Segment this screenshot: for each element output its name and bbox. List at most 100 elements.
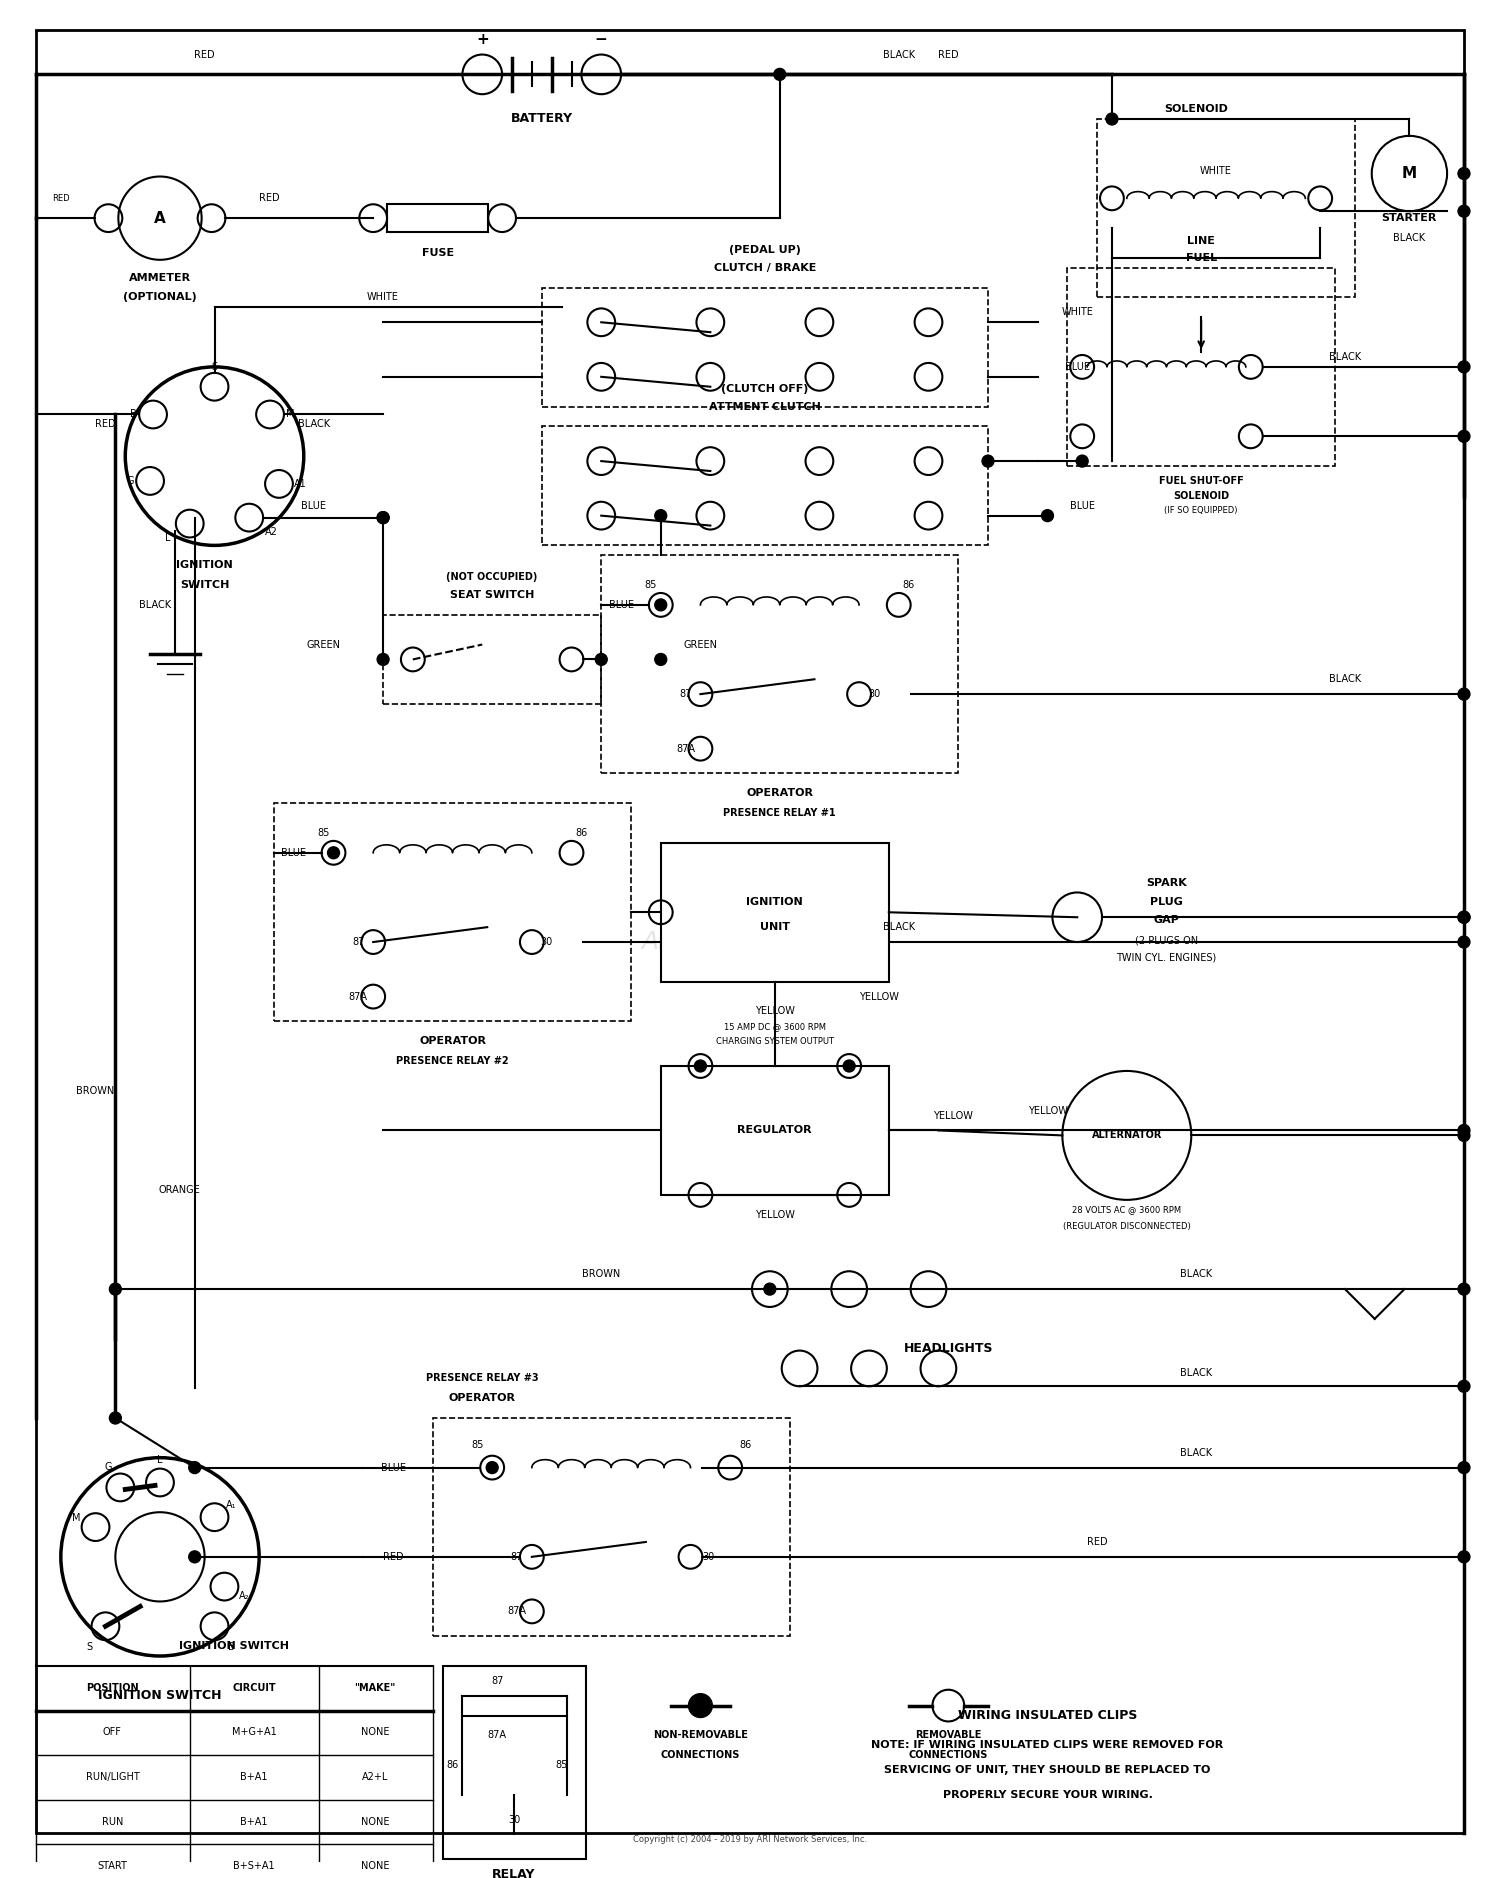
Text: B+A1: B+A1 [240, 1816, 268, 1827]
Text: BLACK: BLACK [297, 419, 330, 430]
Text: 30: 30 [702, 1551, 714, 1562]
Text: PRESENCE RELAY #1: PRESENCE RELAY #1 [723, 808, 836, 819]
Circle shape [1458, 430, 1470, 441]
Text: RED: RED [195, 49, 214, 60]
Circle shape [110, 1283, 122, 1296]
Circle shape [656, 599, 666, 610]
Text: 85: 85 [645, 580, 657, 590]
Text: 15 AMP DC @ 3600 RPM: 15 AMP DC @ 3600 RPM [724, 1022, 827, 1031]
Circle shape [1041, 509, 1053, 522]
Text: UNIT: UNIT [760, 922, 790, 931]
Bar [432, 1418, 789, 1636]
Circle shape [982, 454, 994, 468]
Circle shape [774, 68, 786, 81]
Text: (PEDAL UP): (PEDAL UP) [729, 244, 801, 255]
Text: HEADLIGHTS: HEADLIGHTS [903, 1343, 993, 1356]
Text: "MAKE": "MAKE" [354, 1683, 396, 1692]
Text: IGNITION SWITCH: IGNITION SWITCH [98, 1688, 222, 1701]
Text: IGNITION SWITCH: IGNITION SWITCH [180, 1641, 290, 1651]
Text: (REGULATOR DISCONNECTED): (REGULATOR DISCONNECTED) [1064, 1223, 1191, 1232]
Text: NONE: NONE [362, 1728, 390, 1737]
Text: TWIN CYL. ENGINES): TWIN CYL. ENGINES) [1116, 952, 1216, 963]
Text: A2: A2 [264, 528, 278, 537]
Text: YELLOW: YELLOW [754, 1209, 795, 1219]
Text: SOLENOID: SOLENOID [1164, 103, 1228, 115]
Text: BLACK: BLACK [1180, 1369, 1212, 1378]
Text: WIRING INSULATED CLIPS: WIRING INSULATED CLIPS [958, 1709, 1137, 1722]
Text: +: + [476, 32, 489, 47]
Text: ALTERNATOR: ALTERNATOR [1092, 1131, 1162, 1140]
Text: NON-REMOVABLE: NON-REMOVABLE [652, 1730, 748, 1741]
Circle shape [486, 1461, 498, 1474]
Circle shape [1458, 911, 1470, 924]
Text: M: M [72, 1514, 81, 1523]
Text: REMOVABLE: REMOVABLE [915, 1730, 981, 1741]
Text: S: S [211, 362, 217, 372]
Circle shape [1458, 935, 1470, 948]
Text: 87A: 87A [676, 744, 694, 753]
Text: BLUE: BLUE [1070, 501, 1095, 511]
Text: 30: 30 [868, 689, 880, 699]
Circle shape [189, 1551, 201, 1562]
Text: B: B [130, 409, 136, 419]
Text: G: G [105, 1461, 112, 1472]
Text: IGNITION: IGNITION [747, 898, 802, 907]
Text: FUEL SHUT-OFF: FUEL SHUT-OFF [1160, 475, 1244, 486]
Text: S: S [86, 1641, 92, 1653]
Text: 30: 30 [540, 937, 554, 947]
Circle shape [376, 511, 388, 524]
Circle shape [694, 1059, 706, 1072]
Text: 87A: 87A [507, 1606, 526, 1617]
Circle shape [1458, 205, 1470, 218]
Bar [1068, 269, 1335, 466]
Text: BLACK: BLACK [1180, 1270, 1212, 1279]
Text: 87: 87 [512, 1551, 524, 1562]
Text: POSITION: POSITION [86, 1683, 138, 1692]
Circle shape [1458, 1125, 1470, 1136]
Text: ORANGE: ORANGE [159, 1185, 201, 1194]
Text: RED: RED [94, 419, 116, 430]
Text: OPERATOR: OPERATOR [419, 1037, 486, 1046]
Text: RELAY: RELAY [492, 1867, 536, 1878]
Text: YELLOW: YELLOW [933, 1110, 974, 1121]
Text: BLACK: BLACK [1180, 1448, 1212, 1457]
Text: YELLOW: YELLOW [859, 992, 898, 1001]
Text: 87: 87 [490, 1675, 504, 1686]
Text: LINE: LINE [1186, 237, 1215, 246]
Circle shape [596, 654, 608, 665]
Text: SOLENOID: SOLENOID [1173, 490, 1228, 501]
Text: BROWN: BROWN [76, 1085, 114, 1095]
Text: (OPTIONAL): (OPTIONAL) [123, 293, 196, 302]
Text: YELLOW: YELLOW [754, 1007, 795, 1016]
Circle shape [1106, 113, 1118, 126]
Text: RUN/LIGHT: RUN/LIGHT [86, 1773, 140, 1782]
Text: 87: 87 [352, 937, 364, 947]
Text: SWITCH: SWITCH [180, 580, 230, 590]
Text: GAP: GAP [1154, 915, 1179, 926]
Text: ARI PartStream™: ARI PartStream™ [642, 930, 858, 954]
Circle shape [1458, 167, 1470, 180]
Text: L: L [165, 533, 171, 543]
Circle shape [656, 654, 666, 665]
Text: BLUE: BLUE [1065, 362, 1089, 372]
Text: WHITE: WHITE [1200, 165, 1231, 175]
Circle shape [1458, 1551, 1470, 1562]
Text: CHARGING SYSTEM OUTPUT: CHARGING SYSTEM OUTPUT [716, 1037, 834, 1046]
Text: BLUE: BLUE [381, 1463, 405, 1472]
Text: G: G [126, 475, 134, 486]
Text: 30: 30 [509, 1814, 520, 1825]
Bar [542, 287, 988, 406]
Text: 87A: 87A [488, 1730, 507, 1741]
Bar [1096, 118, 1354, 297]
Circle shape [656, 509, 666, 522]
Text: PLUG: PLUG [1150, 898, 1184, 907]
Text: BLACK: BLACK [1329, 351, 1360, 362]
Text: 87A: 87A [350, 992, 368, 1001]
Text: WHITE: WHITE [368, 293, 399, 302]
Text: RED: RED [382, 1551, 404, 1562]
Text: 85: 85 [471, 1440, 483, 1450]
Text: OPERATOR: OPERATOR [746, 789, 813, 798]
Circle shape [688, 1694, 712, 1718]
Text: SEAT SWITCH: SEAT SWITCH [450, 590, 534, 599]
Text: NONE: NONE [362, 1816, 390, 1827]
